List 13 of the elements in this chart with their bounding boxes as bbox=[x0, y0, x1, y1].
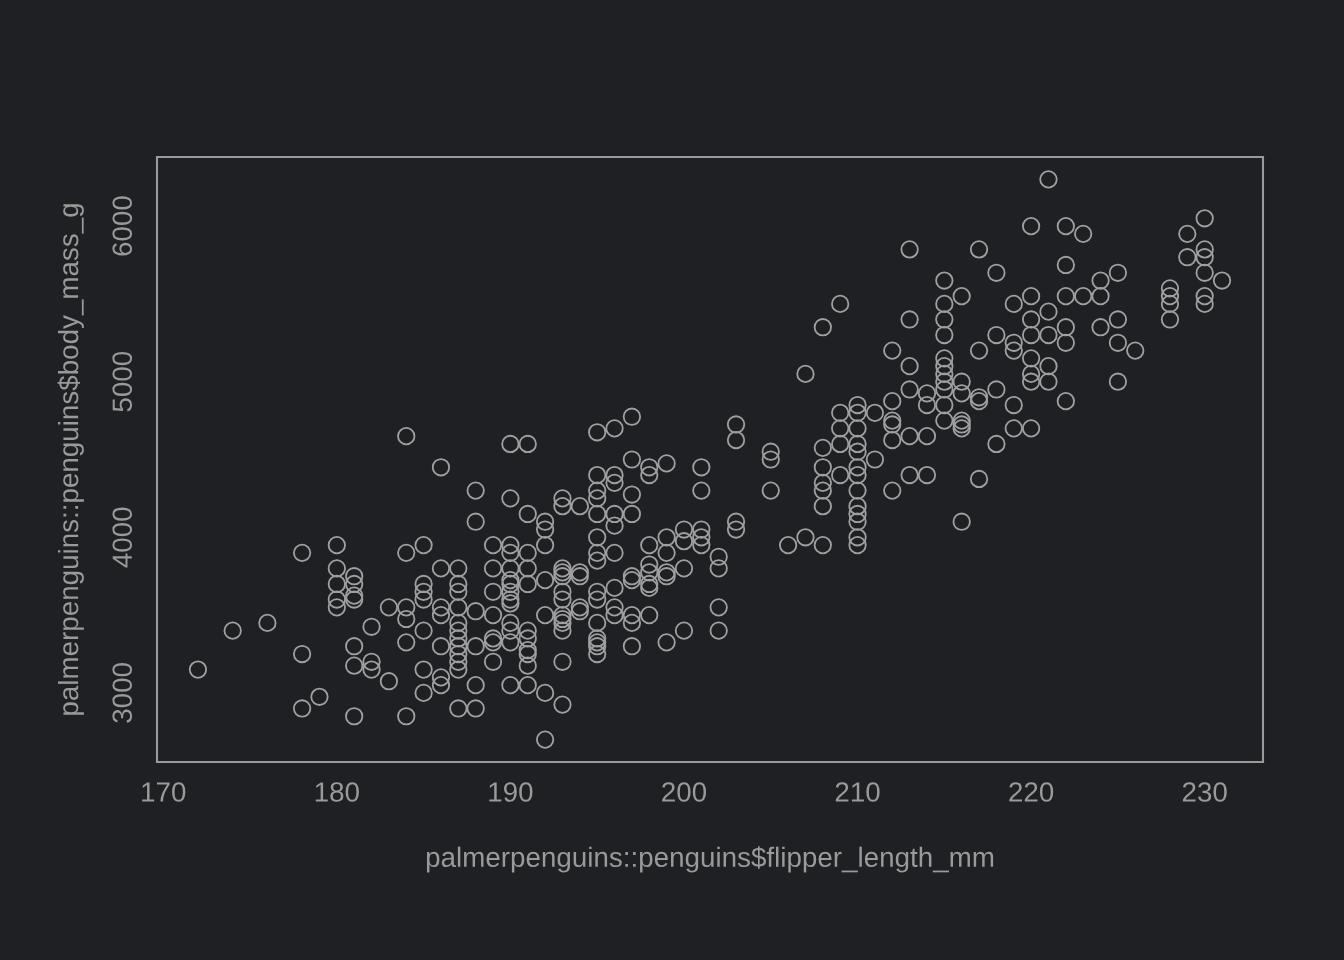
y-tick-label: 6000 bbox=[112, 196, 133, 256]
y-axis-title: palmerpenguins::penguins$body_mass_g bbox=[57, 204, 84, 715]
x-tick-label: 220 bbox=[1009, 782, 1054, 802]
y-tick-label: 5000 bbox=[112, 351, 133, 412]
y-tick-label: 3000 bbox=[112, 663, 133, 723]
x-tick-label: 210 bbox=[835, 782, 880, 802]
x-tick-label: 190 bbox=[489, 782, 533, 802]
y-tick-label: 4000 bbox=[112, 507, 133, 568]
x-axis-title: palmerpenguins::penguins$flipper_length_mm bbox=[426, 846, 994, 873]
x-tick-label: 170 bbox=[142, 782, 186, 802]
x-tick-label: 230 bbox=[1182, 782, 1227, 802]
x-tick-label: 200 bbox=[662, 782, 707, 802]
x-tick-label: 180 bbox=[315, 782, 359, 802]
